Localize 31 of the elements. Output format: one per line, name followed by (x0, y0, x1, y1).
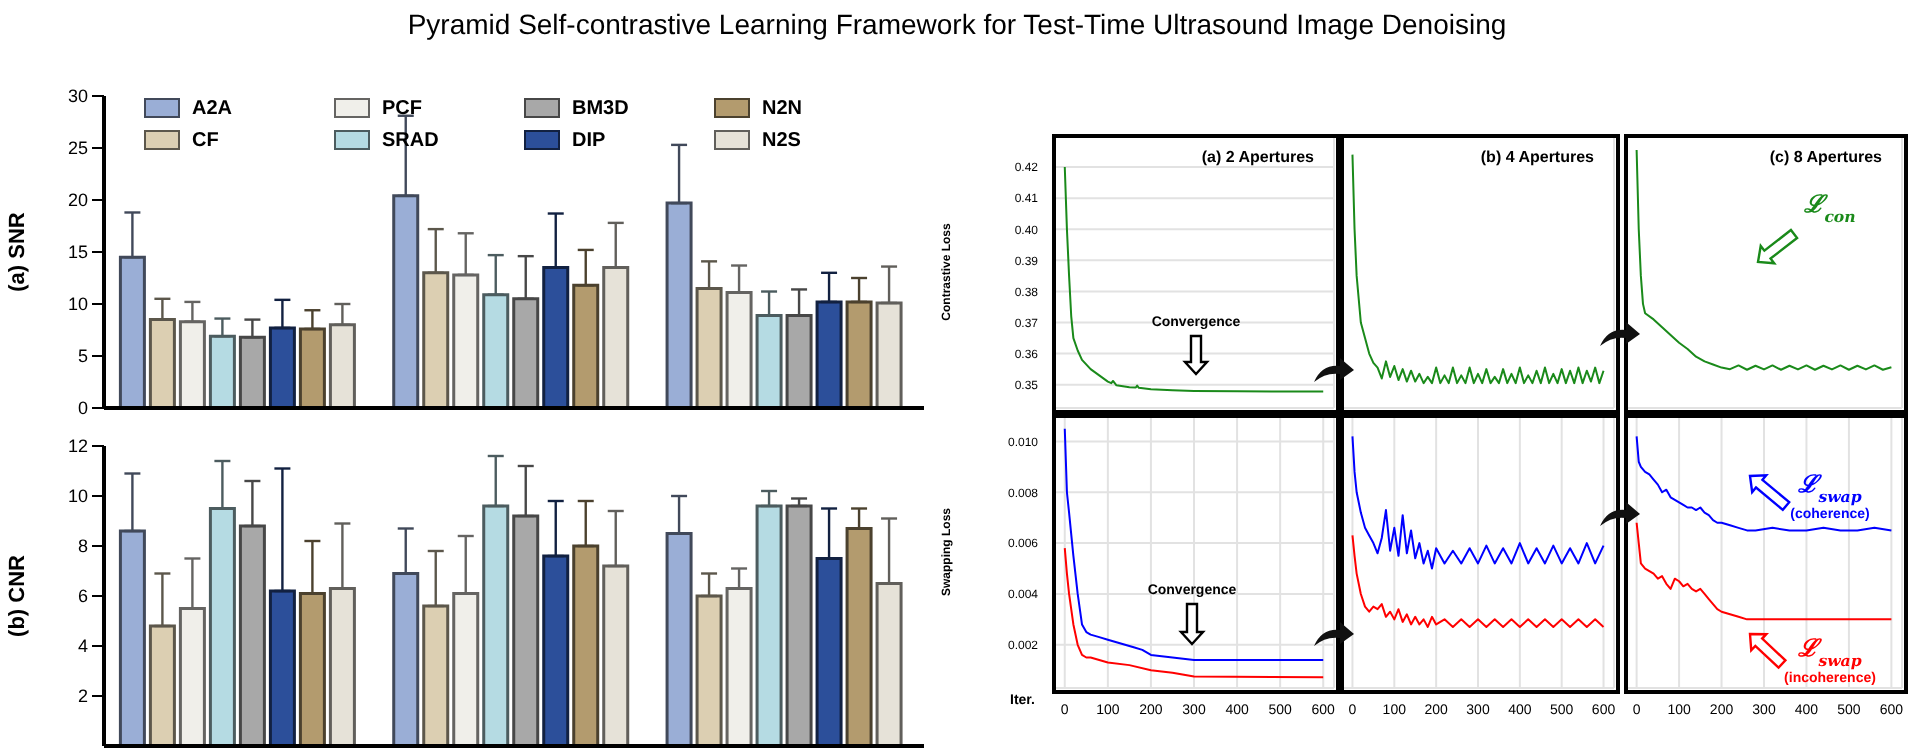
annotation: (c) 8 Apertures (1769, 148, 1882, 166)
y-tick-label: 25 (67, 138, 88, 159)
legend-label: DIP (572, 129, 606, 151)
annotation: (a) 2 Apertures (1201, 148, 1314, 166)
legend-label: CF (192, 129, 219, 151)
legend-label: N2S (762, 129, 801, 151)
legend-label: BM3D (572, 97, 629, 119)
legend-label: N2N (762, 97, 803, 119)
line-series (1063, 166, 1325, 393)
y-tick-label: 5 (77, 346, 88, 367)
y-tick-label: 0 (77, 398, 88, 419)
annotation: (b) 4 Apertures (1480, 148, 1594, 166)
y-tick-label: 10 (67, 294, 88, 315)
bar (785, 504, 813, 746)
y-tick-label: 4 (77, 636, 88, 657)
y-tick-label: 30 (67, 86, 88, 107)
legend-label: A2A (192, 97, 233, 119)
legend-label: PCF (382, 97, 422, 119)
y-axis-title: (b) CNR (5, 554, 30, 637)
y-tick-label: 20 (67, 190, 88, 211)
y-tick-label: 2 (77, 686, 88, 707)
y-tick-label: 12 (67, 436, 88, 457)
y-tick-label: 10 (67, 486, 88, 507)
chart-title: Pyramid Self-contrastive Learning Framework for Test-Time Ultrasound Image Denoising (407, 8, 1507, 40)
y-tick-label: 8 (77, 536, 88, 557)
y-axis-title: (a) SNR (5, 212, 30, 292)
annotation: ℒ$_{con}$ (1802, 190, 1857, 225)
line-series (1063, 547, 1325, 679)
y-tick-label: 6 (77, 586, 88, 607)
line-series (1063, 427, 1325, 662)
y-tick-label: 15 (67, 242, 88, 263)
